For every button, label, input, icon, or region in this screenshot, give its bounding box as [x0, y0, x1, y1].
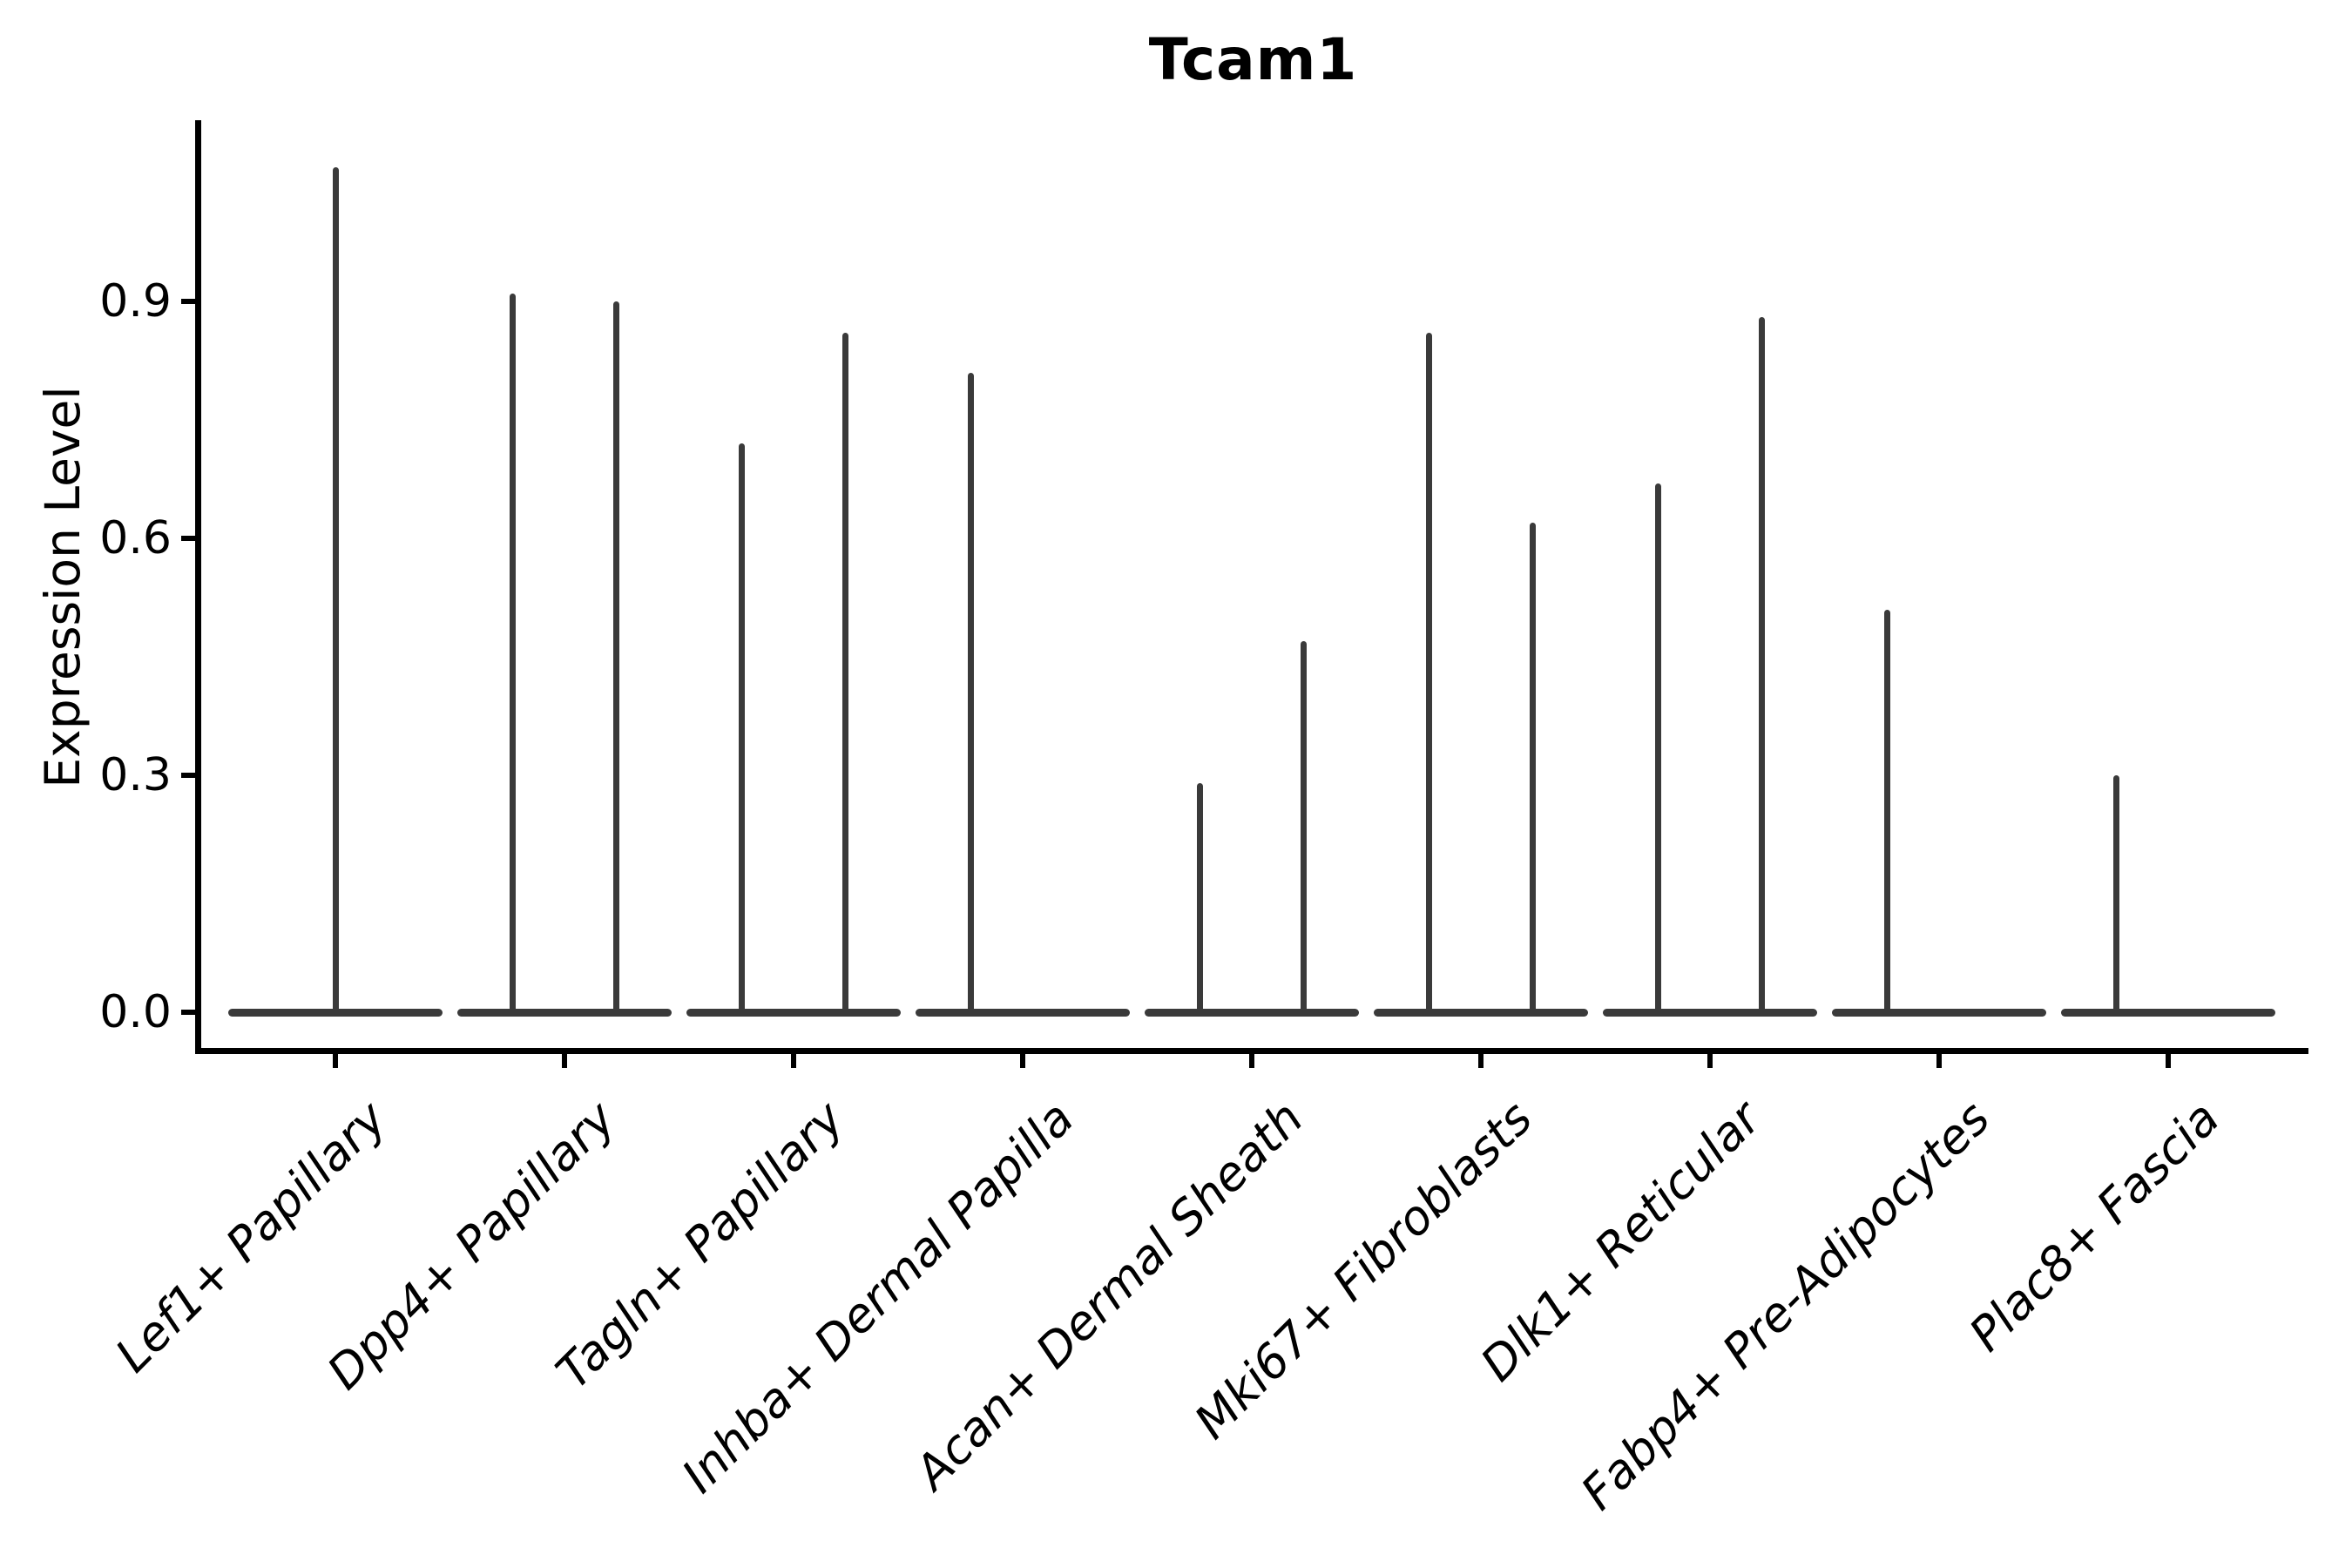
violin-base: [1603, 1008, 1817, 1017]
x-tick-label: Inhba+ Dermal Papilla: [671, 1091, 1085, 1504]
violin-spike: [842, 333, 848, 1016]
violin-spike: [1197, 783, 1203, 1016]
chart-title: Tcam1: [1148, 26, 1358, 93]
violin-spike: [332, 166, 339, 1016]
y-tick: [181, 1010, 195, 1015]
violin-base: [2061, 1008, 2275, 1017]
y-tick: [181, 298, 195, 304]
y-tick: [181, 535, 195, 541]
violin-base: [1832, 1008, 2046, 1017]
violin-base: [916, 1008, 1130, 1017]
violin-spike: [1301, 640, 1307, 1016]
violin-spike: [1759, 317, 1765, 1016]
violin-base: [457, 1008, 672, 1017]
x-tick: [1936, 1054, 1942, 1068]
x-tick-label: Fabp4+ Pre-Adipocytes: [1571, 1091, 2001, 1521]
x-tick-label: Plac8+ Fascia: [1958, 1091, 2230, 1362]
violin-spike: [613, 301, 619, 1016]
x-axis-spine: [195, 1048, 2308, 1054]
x-tick: [1478, 1054, 1484, 1068]
violin-spike: [2113, 774, 2119, 1016]
violin-spike: [1530, 522, 1536, 1016]
violin-spike: [510, 293, 516, 1016]
violin-spike: [968, 372, 974, 1016]
violin-spike: [739, 443, 745, 1016]
x-tick-label: Acan+ Dermal Sheath: [903, 1091, 1314, 1500]
y-tick-label: 0.3: [99, 748, 172, 801]
x-tick: [1020, 1054, 1025, 1068]
x-tick: [333, 1054, 338, 1068]
y-tick-label: 0.6: [99, 511, 172, 564]
violin-base: [1374, 1008, 1588, 1017]
violin-spike: [1426, 333, 1432, 1016]
x-tick: [791, 1054, 796, 1068]
violin-base: [1145, 1008, 1359, 1017]
y-tick: [181, 772, 195, 778]
y-axis-label: Expression Level: [35, 386, 91, 788]
y-tick-label: 0.9: [99, 274, 172, 328]
x-tick: [1707, 1054, 1713, 1068]
x-tick: [1249, 1054, 1254, 1068]
violin-base: [686, 1008, 901, 1017]
y-axis-spine: [195, 120, 201, 1054]
y-tick-label: 0.0: [99, 986, 172, 1038]
x-tick: [2166, 1054, 2171, 1068]
x-tick: [562, 1054, 567, 1068]
violin-spike: [1884, 609, 1890, 1016]
violin-spike: [1655, 483, 1661, 1016]
